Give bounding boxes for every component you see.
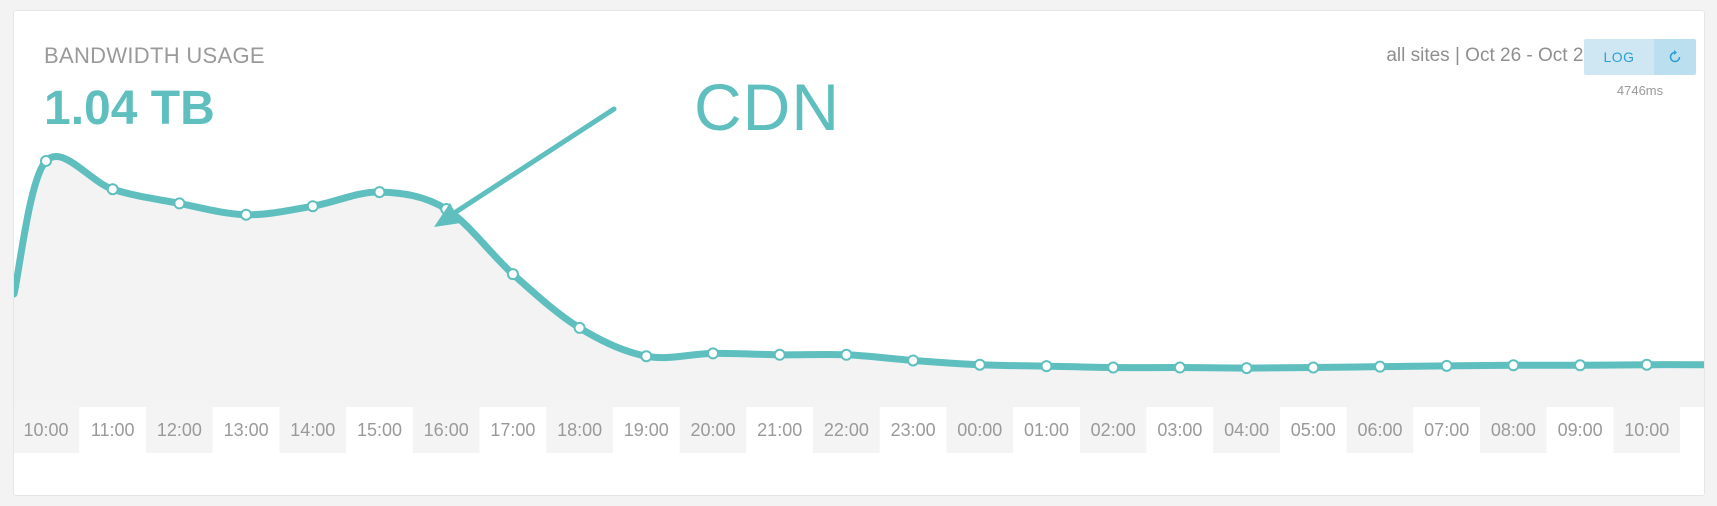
x-tick-cell [1480, 407, 1547, 453]
data-point[interactable] [640, 350, 653, 363]
x-tick-label: 00:00 [957, 420, 1002, 440]
x-tick-label: 09:00 [1558, 420, 1603, 440]
metric-total: 1.04 TB [44, 82, 215, 135]
x-tick-cell [212, 407, 280, 453]
x-tick-cell [546, 407, 613, 453]
x-tick-label: 23:00 [891, 420, 936, 440]
x-tick-label: 06:00 [1357, 420, 1402, 440]
x-tick-cell [279, 407, 347, 453]
x-tick-cell [612, 407, 680, 453]
data-point[interactable] [1507, 359, 1520, 372]
data-point[interactable] [707, 347, 719, 360]
x-tick-label: 14:00 [290, 420, 335, 440]
date-range-filter[interactable]: all sites | Oct 26 - Oct 27 [1386, 45, 1594, 66]
data-point[interactable] [973, 358, 986, 371]
x-tick-label: 18:00 [557, 420, 602, 440]
x-tick-cell [146, 407, 213, 453]
data-point[interactable] [840, 348, 853, 361]
refresh-button[interactable] [1654, 39, 1696, 75]
x-tick-label: 04:00 [1224, 420, 1269, 440]
data-point[interactable] [1107, 361, 1120, 374]
x-tick-label: 17:00 [490, 420, 535, 440]
x-tick-label: 16:00 [424, 420, 469, 440]
data-point[interactable] [306, 200, 319, 213]
x-tick-cell [746, 407, 814, 453]
x-tick-cell [1413, 407, 1481, 453]
bandwidth-area [14, 156, 1704, 407]
x-tick-label: 21:00 [757, 420, 802, 440]
data-point[interactable] [1374, 360, 1386, 373]
x-tick-label: 07:00 [1424, 420, 1469, 440]
cdn-annotation: CDN [694, 70, 840, 144]
x-tick-label: 11:00 [91, 420, 135, 440]
data-point[interactable] [907, 354, 920, 367]
x-tick-cell [1279, 407, 1347, 453]
data-point[interactable] [1574, 359, 1587, 372]
query-latency: 4746ms [1616, 83, 1664, 98]
annotation-arrow [434, 106, 617, 227]
data-point[interactable] [1040, 360, 1053, 373]
x-tick-label: 03:00 [1157, 420, 1202, 440]
x-tick-label: 12:00 [157, 420, 202, 440]
x-tick-cell [1213, 407, 1280, 453]
data-point[interactable] [506, 268, 519, 281]
data-point[interactable] [1240, 362, 1253, 375]
x-tick-cell [1079, 407, 1147, 453]
x-tick-cell [79, 407, 147, 453]
x-tick-cell [879, 407, 947, 453]
data-point[interactable] [773, 348, 786, 361]
x-tick-cell [1613, 407, 1681, 453]
data-point[interactable] [1440, 359, 1453, 372]
x-tick-label: 02:00 [1091, 420, 1136, 440]
x-tick-label: 15:00 [357, 420, 402, 440]
x-tick-label: 19:00 [624, 420, 669, 440]
x-tick-cell [1346, 407, 1414, 453]
data-point[interactable] [106, 183, 119, 196]
x-tick-label: 08:00 [1491, 420, 1536, 440]
x-tick-cell [412, 407, 480, 453]
data-point[interactable] [173, 197, 186, 210]
x-tick-cell [14, 407, 80, 453]
metric-title: BANDWIDTH USAGE [44, 43, 265, 68]
x-tick-cell [1146, 407, 1214, 453]
data-point[interactable] [373, 186, 386, 199]
refresh-icon [1669, 50, 1681, 63]
x-axis: 10:00 11:00 12:00 13:00 14:00 15:00 16:00 17:00… [14, 407, 1681, 453]
x-tick-label: 05:00 [1291, 420, 1336, 440]
data-point[interactable] [1640, 358, 1653, 371]
bandwidth-usage-card: 10:00 11:00 12:00 13:00 14:00 15:00 16:00 17:00… [13, 10, 1705, 496]
x-tick-label: 20:00 [690, 420, 735, 440]
x-tick-cell [946, 407, 1014, 453]
x-tick-label: 01:00 [1024, 420, 1069, 440]
x-tick-cell [1546, 407, 1614, 453]
x-tick-cell [346, 407, 413, 453]
x-tick-label: 10:00 [23, 420, 68, 440]
x-tick-cell [679, 407, 747, 453]
data-point[interactable] [1173, 361, 1186, 374]
data-point[interactable] [240, 208, 253, 221]
data-point[interactable] [573, 321, 586, 334]
log-scale-button[interactable]: LOG [1584, 39, 1654, 75]
data-point[interactable] [40, 154, 52, 167]
x-tick-cell [1013, 407, 1080, 453]
x-tick-label: 22:00 [824, 420, 869, 440]
x-tick-cell [813, 407, 880, 453]
x-tick-label: 10:00 [1624, 420, 1669, 440]
data-point[interactable] [1307, 361, 1320, 374]
bandwidth-chart: 10:00 11:00 12:00 13:00 14:00 15:00 16:00 17:00… [14, 106, 1704, 453]
x-tick-cell [479, 407, 547, 453]
x-tick-label: 13:00 [224, 420, 269, 440]
